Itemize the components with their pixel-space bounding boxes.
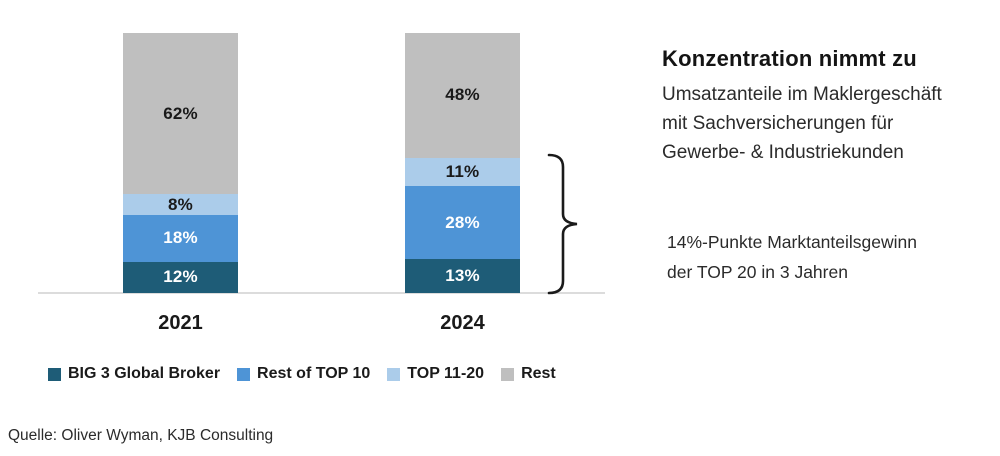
bar-segment: 12%: [123, 261, 238, 293]
legend-item: TOP 11-20: [387, 365, 484, 383]
legend-swatch-icon: [501, 367, 515, 381]
bar-value-label: 11%: [445, 162, 480, 182]
subtitle-line-3: Gewerbe- & Industriekunden: [662, 142, 904, 163]
stacked-bar-2021: 12% 18% 8% 62%: [123, 33, 238, 293]
bar-value-label: 18%: [163, 228, 198, 248]
x-axis-label-2024: 2024: [440, 312, 485, 334]
bar-segment: 13%: [405, 259, 520, 293]
legend-item: BIG 3 Global Broker: [48, 365, 220, 383]
legend-label: Rest of TOP 10: [257, 365, 371, 382]
x-axis-line: [38, 292, 605, 294]
bar-segment: 18%: [123, 215, 238, 262]
bar-value-label: 62%: [163, 103, 198, 123]
bar-segment: 11%: [405, 157, 520, 187]
bar-value-label: 28%: [445, 212, 480, 232]
subtitle-line-1: Umsatzanteile im Maklergeschäft: [662, 84, 942, 105]
annotation-line-2: der TOP 20 in 3 Jahren: [667, 262, 848, 282]
chart-title: Konzentration nimmt zu: [662, 46, 917, 71]
legend-swatch-icon: [387, 367, 401, 381]
legend-label: TOP 11-20: [407, 365, 485, 382]
legend-label: Rest: [521, 365, 556, 382]
subtitle-line-2: mit Sachversicherungen für: [662, 113, 894, 134]
bar-value-label: 12%: [163, 267, 198, 287]
bar-segment: 8%: [123, 194, 238, 216]
chart-subtitle: Umsatzanteile im Maklergeschäft mit Sach…: [662, 80, 942, 167]
brace-icon: [547, 153, 578, 295]
source-note: Quelle: Oliver Wyman, KJB Consulting: [8, 427, 274, 444]
annotation-line-1: 14%-Punkte Marktanteilsgewinn: [667, 232, 917, 252]
bar-segment: 62%: [123, 33, 238, 195]
bar-value-label: 13%: [445, 266, 480, 286]
bar-value-label: 8%: [168, 194, 193, 214]
bar-segment: 48%: [405, 33, 520, 158]
bar-value-label: 48%: [445, 85, 480, 105]
legend: BIG 3 Global Broker Rest of TOP 10 TOP 11-…: [48, 365, 556, 383]
legend-swatch-icon: [237, 367, 251, 381]
bar-segment: 28%: [405, 186, 520, 260]
legend-label: BIG 3 Global Broker: [68, 365, 221, 382]
legend-item: Rest of TOP 10: [237, 365, 370, 383]
annotation-text: 14%-Punkte Marktanteilsgewinn der TOP 20…: [667, 227, 917, 287]
stacked-bar-2024: 13% 28% 11% 48%: [405, 33, 520, 293]
legend-swatch-icon: [48, 367, 61, 381]
x-axis-label-2021: 2021: [158, 312, 203, 334]
legend-item: Rest: [501, 365, 556, 383]
